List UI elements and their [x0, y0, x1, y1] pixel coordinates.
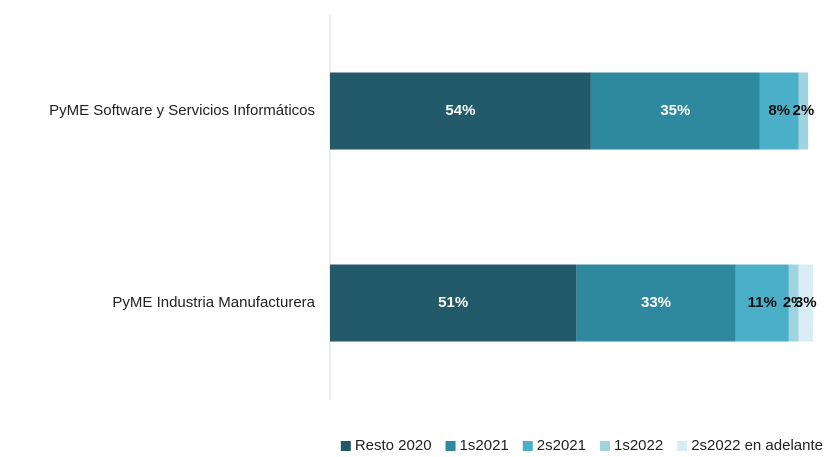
bar-segment	[735, 264, 789, 342]
bar-segment	[330, 72, 591, 150]
value-label: 3%	[795, 294, 817, 311]
value-label: 33%	[641, 294, 671, 311]
legend-swatch	[677, 441, 688, 451]
bar-segment	[330, 264, 577, 342]
legend-label: 1s2021	[460, 437, 509, 454]
legend-swatch	[522, 441, 533, 451]
legend-label: Resto 2020	[355, 437, 432, 454]
bar-segment	[590, 72, 760, 150]
bar-segment	[576, 264, 736, 342]
legend-label: 2s2021	[537, 437, 586, 454]
value-label: 54%	[445, 102, 475, 119]
legend-label: 2s2022 en adelante	[691, 437, 823, 454]
category-label: PyME Software y Servicios Informáticos	[49, 102, 315, 119]
legend-swatch	[445, 441, 456, 451]
value-label: 11%	[748, 294, 777, 311]
value-label: 51%	[438, 294, 468, 311]
bar-segment	[788, 264, 799, 342]
value-label: 35%	[660, 102, 690, 119]
value-label: 8%	[768, 102, 790, 119]
legend-label: 1s2022	[614, 437, 663, 454]
bar-segment	[798, 264, 813, 342]
category-label: PyME Industria Manufacturera	[112, 294, 315, 311]
legend-swatch	[340, 441, 351, 451]
legend-swatch	[599, 441, 610, 451]
bar-segment	[798, 72, 809, 150]
bar-segment	[759, 72, 799, 150]
value-label: 2%	[792, 102, 814, 119]
